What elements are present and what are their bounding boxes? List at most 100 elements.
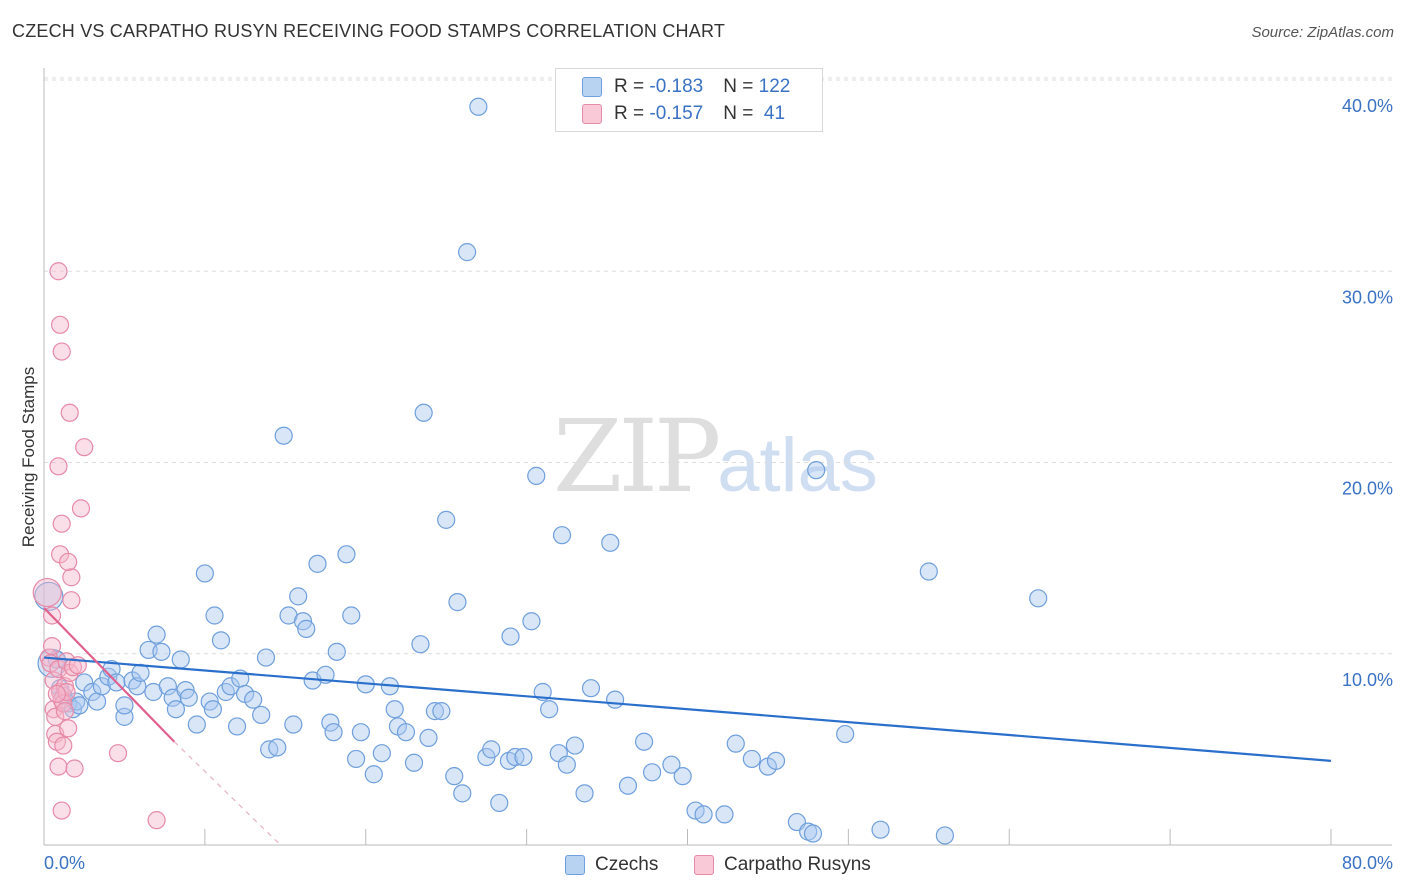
trend-lines xyxy=(43,607,1332,846)
czech-point xyxy=(404,753,424,772)
rusyn-point xyxy=(62,568,81,587)
czech-point xyxy=(432,702,451,721)
correlation-legend: R = -0.183 N = 122 R = -0.157 N = 41 xyxy=(555,68,823,132)
czech-swatch xyxy=(565,855,585,875)
czech-point xyxy=(425,702,445,721)
czech-point xyxy=(92,677,112,696)
rusyn-point xyxy=(32,577,62,608)
czech-point xyxy=(131,663,150,682)
czech-point xyxy=(766,751,786,770)
czech-point xyxy=(919,562,938,581)
legend-r-value: -0.157 xyxy=(649,103,704,124)
legend-n-value: 122 xyxy=(758,76,791,97)
rusyn-point xyxy=(50,682,70,702)
czech-point xyxy=(1029,589,1048,608)
czech-point xyxy=(448,593,467,612)
rusyn-point xyxy=(147,811,166,830)
bottom-legend-rusyns: Carpatho Rusyns xyxy=(694,852,871,878)
legend-r-label: R = xyxy=(614,103,650,124)
rusyn-point xyxy=(65,759,84,778)
czech-point xyxy=(342,606,361,625)
czech-point xyxy=(274,426,293,445)
rusyn-point xyxy=(49,757,68,776)
czech-point xyxy=(836,724,855,744)
czech-point xyxy=(643,763,662,782)
czech-point xyxy=(297,619,316,638)
czech-point xyxy=(522,612,541,631)
czech-point xyxy=(458,243,477,262)
czech-point xyxy=(469,97,488,116)
czech-point xyxy=(308,554,327,573)
czech-point xyxy=(364,765,383,784)
rusyn-point xyxy=(75,438,94,457)
czech-point xyxy=(187,715,206,734)
czech-point xyxy=(284,715,303,734)
czech-point xyxy=(411,635,430,654)
czech-point xyxy=(87,692,107,711)
czech-point xyxy=(203,700,223,719)
czech-point xyxy=(414,403,433,422)
watermark-atlas: atlas xyxy=(717,423,878,508)
czech-point xyxy=(211,631,231,650)
czech-point xyxy=(268,738,287,757)
czech-point xyxy=(385,700,404,719)
czech-point xyxy=(321,713,340,732)
y-tick-label: 30.0% xyxy=(1342,287,1393,307)
legend-r-label: R = xyxy=(614,76,650,97)
czech-point xyxy=(552,526,572,545)
rusyn-swatch xyxy=(694,855,714,875)
watermark: ZIPatlas xyxy=(553,398,878,515)
czech-point xyxy=(351,723,371,742)
czech-point xyxy=(147,625,166,644)
legend-row-rusyns: R = -0.157 N = 41 xyxy=(582,101,785,127)
czech-point xyxy=(166,700,186,719)
czech-point xyxy=(158,677,177,696)
czech-trend-line xyxy=(43,656,1332,762)
rusyn-point xyxy=(42,636,62,656)
watermark-zip: ZIP xyxy=(553,398,721,515)
legend-row-czechs: R = -0.183 N = 122 xyxy=(582,74,790,100)
czech-point xyxy=(252,705,271,725)
bottom-legend-czechs-label: Czechs xyxy=(595,854,659,875)
rusyn-point xyxy=(47,684,66,704)
czech-point xyxy=(346,749,366,769)
czech-point xyxy=(453,784,472,803)
czech-point xyxy=(540,700,559,719)
rusyn-point xyxy=(49,457,68,476)
y-tick-label: 10.0% xyxy=(1342,670,1393,690)
czech-point xyxy=(372,744,391,763)
rusyn-point xyxy=(108,744,128,763)
czech-point xyxy=(221,677,240,696)
rusyn-trend-extension xyxy=(173,741,281,846)
legend-n-value: 41 xyxy=(758,103,786,124)
czech-point xyxy=(490,793,509,813)
czech-point xyxy=(527,466,546,485)
czech-point xyxy=(445,767,464,786)
czech-point xyxy=(327,642,346,661)
czech-point xyxy=(803,824,823,843)
czech-point xyxy=(807,461,826,480)
chart-title: CZECH VS CARPATHO RUSYN RECEIVING FOOD S… xyxy=(12,21,726,41)
czech-point xyxy=(227,717,247,736)
czech-point xyxy=(256,648,276,667)
legend-n-label: N = xyxy=(723,103,759,124)
czech-point xyxy=(216,682,235,702)
czech-point xyxy=(557,755,576,774)
x-axis-ticks xyxy=(43,829,1332,845)
czech-point xyxy=(205,606,224,625)
axis-labels: 10.0% 20.0% 30.0% 40.0% 0.0% 80.0% Receiving F… xyxy=(19,96,1393,873)
czech-point xyxy=(581,679,601,698)
czech-point xyxy=(437,510,456,529)
rusyn-point xyxy=(44,671,63,690)
rusyn-point xyxy=(59,719,78,738)
czech-point xyxy=(128,677,147,696)
czech-point xyxy=(83,682,102,702)
rusyn-point xyxy=(59,552,78,572)
czech-point xyxy=(575,784,594,803)
czech-point xyxy=(396,723,416,742)
czech-point xyxy=(289,587,308,606)
rusyn-trend-line xyxy=(43,607,176,743)
czech-point xyxy=(601,533,620,552)
czech-point xyxy=(871,820,890,839)
czech-point xyxy=(337,545,356,564)
